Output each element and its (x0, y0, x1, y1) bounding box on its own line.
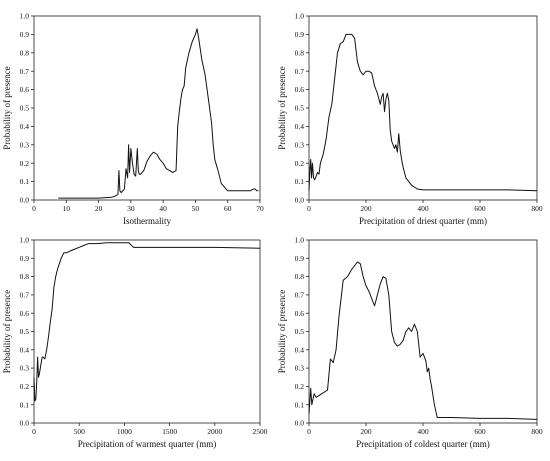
x-tick-label: 1000 (117, 427, 132, 436)
chart-panel-4: 0 200 400 600 800 0.0 0.1 0.2 0.3 0.4 0.5 0.6 0.7 0.8… (277, 236, 543, 449)
y-tick-label: 0.3 (20, 364, 30, 373)
x-tick-label: 2000 (207, 427, 222, 436)
y-tick-label: 0.4 (295, 122, 305, 131)
x-tick-label: 400 (417, 204, 429, 213)
x-tick-label: 0 (32, 204, 36, 213)
y-tick-label: 1.0 (295, 236, 305, 245)
y-tick-label: 0.8 (295, 48, 305, 57)
y-tick-label: 0.9 (295, 30, 305, 39)
x-tick-label: 20 (95, 204, 103, 213)
y-axis-label: Probability of presence (277, 66, 287, 149)
response-curve-line (308, 261, 538, 420)
x-tick-label: 800 (531, 204, 543, 213)
y-tick-label: 0.3 (295, 364, 305, 373)
x-tick-label: 10 (63, 204, 71, 213)
x-tick-label: 500 (74, 427, 86, 436)
x-tick-label: 600 (474, 204, 486, 213)
x-tick-label: 1500 (162, 427, 177, 436)
y-tick-label: 0.1 (20, 400, 30, 409)
plot-frame (308, 239, 538, 424)
y-tick-label: 0.4 (20, 122, 30, 131)
y-tick-label: 0.6 (295, 85, 305, 94)
y-axis-label: Probability of presence (277, 290, 287, 373)
y-tick-label: 0.7 (20, 291, 30, 300)
x-tick-label: 40 (159, 204, 167, 213)
x-tick-label: 60 (224, 204, 232, 213)
y-tick-label: 0.3 (295, 140, 305, 149)
y-tick-label: 0.2 (20, 159, 30, 168)
response-curve-line (58, 28, 259, 199)
y-tick-label: 1.0 (20, 12, 30, 21)
x-tick-label: 800 (531, 427, 543, 436)
chart-panel-3: 0 500 1000 1500 2000 2500 0.0 0.1 0.2 0.3 0.4 0.5 0.… (2, 236, 268, 449)
x-tick-label: 50 (192, 204, 200, 213)
y-tick-label: 0.5 (20, 104, 30, 113)
x-tick-label: 200 (360, 427, 372, 436)
y-tick-label: 0.6 (295, 309, 305, 318)
y-tick-label: 0.7 (295, 291, 305, 300)
x-tick-label: 0 (307, 427, 311, 436)
y-tick-label: 0.9 (295, 254, 305, 263)
plot-frame (33, 239, 261, 424)
x-tick-label: 0 (307, 204, 311, 213)
y-tick-label: 0.6 (20, 309, 30, 318)
y-tick-label: 0.2 (20, 382, 30, 391)
y-tick-label: 0.2 (295, 159, 305, 168)
y-tick-label: 0.1 (295, 400, 305, 409)
y-axis-label: Probability of presence (2, 66, 12, 149)
y-tick-label: 0.0 (295, 419, 305, 428)
chart-panel-1: 0 10 20 30 40 50 60 70 0.0 0.1 0.2 0.3 0.4 0.5 0.6 0.7 0… (2, 12, 264, 226)
y-tick-label: 1.0 (20, 236, 30, 245)
y-tick-label: 0.1 (20, 177, 30, 186)
response-curve-line (308, 33, 538, 192)
y-tick-label: 0.1 (295, 177, 305, 186)
y-tick-label: 0.9 (20, 30, 30, 39)
chart-panel-2: 0 200 400 600 800 0.0 0.1 0.2 0.3 0.4 0.5 0.6 0.7 0.8… (277, 12, 543, 226)
response-curve-line (33, 242, 261, 402)
x-tick-label: 600 (474, 427, 486, 436)
y-tick-label: 0.8 (20, 272, 30, 281)
plot-frame (33, 15, 261, 201)
x-tick-label: 2500 (253, 427, 268, 436)
y-tick-label: 0.8 (20, 48, 30, 57)
y-tick-label: 0.6 (20, 85, 30, 94)
x-tick-label: 200 (360, 204, 372, 213)
x-axis-label: Isothermality (123, 216, 171, 226)
plot-frame (308, 15, 538, 201)
x-axis-label: Precipitation of warmest quarter (mm) (78, 439, 216, 449)
y-axis-label: Probability of presence (2, 290, 12, 373)
y-tick-label: 0.3 (20, 140, 30, 149)
y-tick-label: 0.2 (295, 382, 305, 391)
y-tick-label: 0.0 (20, 196, 30, 205)
x-tick-label: 70 (256, 204, 264, 213)
x-tick-label: 400 (417, 427, 429, 436)
x-axis-label: Precipitation of coldest quarter (mm) (356, 439, 489, 449)
x-tick-label: 0 (32, 427, 36, 436)
y-tick-label: 0.0 (20, 419, 30, 428)
y-tick-label: 0.4 (20, 345, 30, 354)
y-tick-label: 0.5 (295, 327, 305, 336)
y-tick-label: 0.8 (295, 272, 305, 281)
x-axis-label: Precipitation of driest quarter (mm) (359, 216, 487, 226)
y-tick-label: 0.7 (295, 67, 305, 76)
y-tick-label: 0.4 (295, 345, 305, 354)
y-tick-label: 0.7 (20, 67, 30, 76)
x-tick-label: 30 (127, 204, 135, 213)
y-tick-label: 0.5 (295, 104, 305, 113)
y-tick-label: 0.5 (20, 327, 30, 336)
y-tick-label: 0.9 (20, 254, 30, 263)
y-tick-label: 1.0 (295, 12, 305, 21)
y-tick-label: 0.0 (295, 196, 305, 205)
